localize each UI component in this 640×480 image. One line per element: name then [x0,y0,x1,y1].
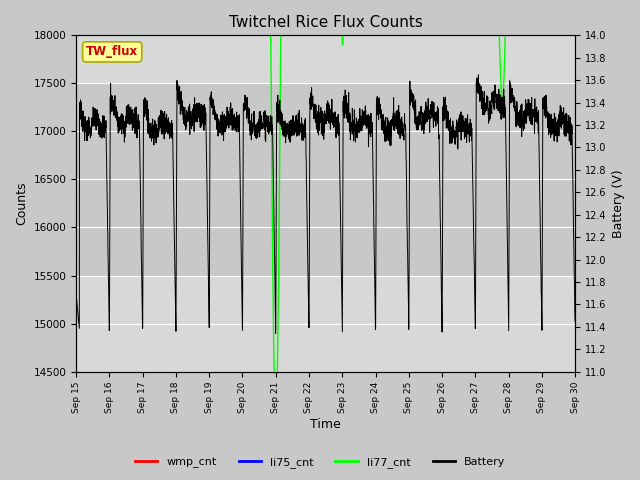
Bar [76,84,575,276]
Y-axis label: Counts: Counts [15,182,28,225]
Text: TW_flux: TW_flux [86,46,138,59]
Legend: wmp_cnt, li75_cnt, li77_cnt, Battery: wmp_cnt, li75_cnt, li77_cnt, Battery [131,452,509,472]
X-axis label: Time: Time [310,419,341,432]
Y-axis label: Battery (V): Battery (V) [612,169,625,238]
Title: Twitchel Rice Flux Counts: Twitchel Rice Flux Counts [228,15,422,30]
